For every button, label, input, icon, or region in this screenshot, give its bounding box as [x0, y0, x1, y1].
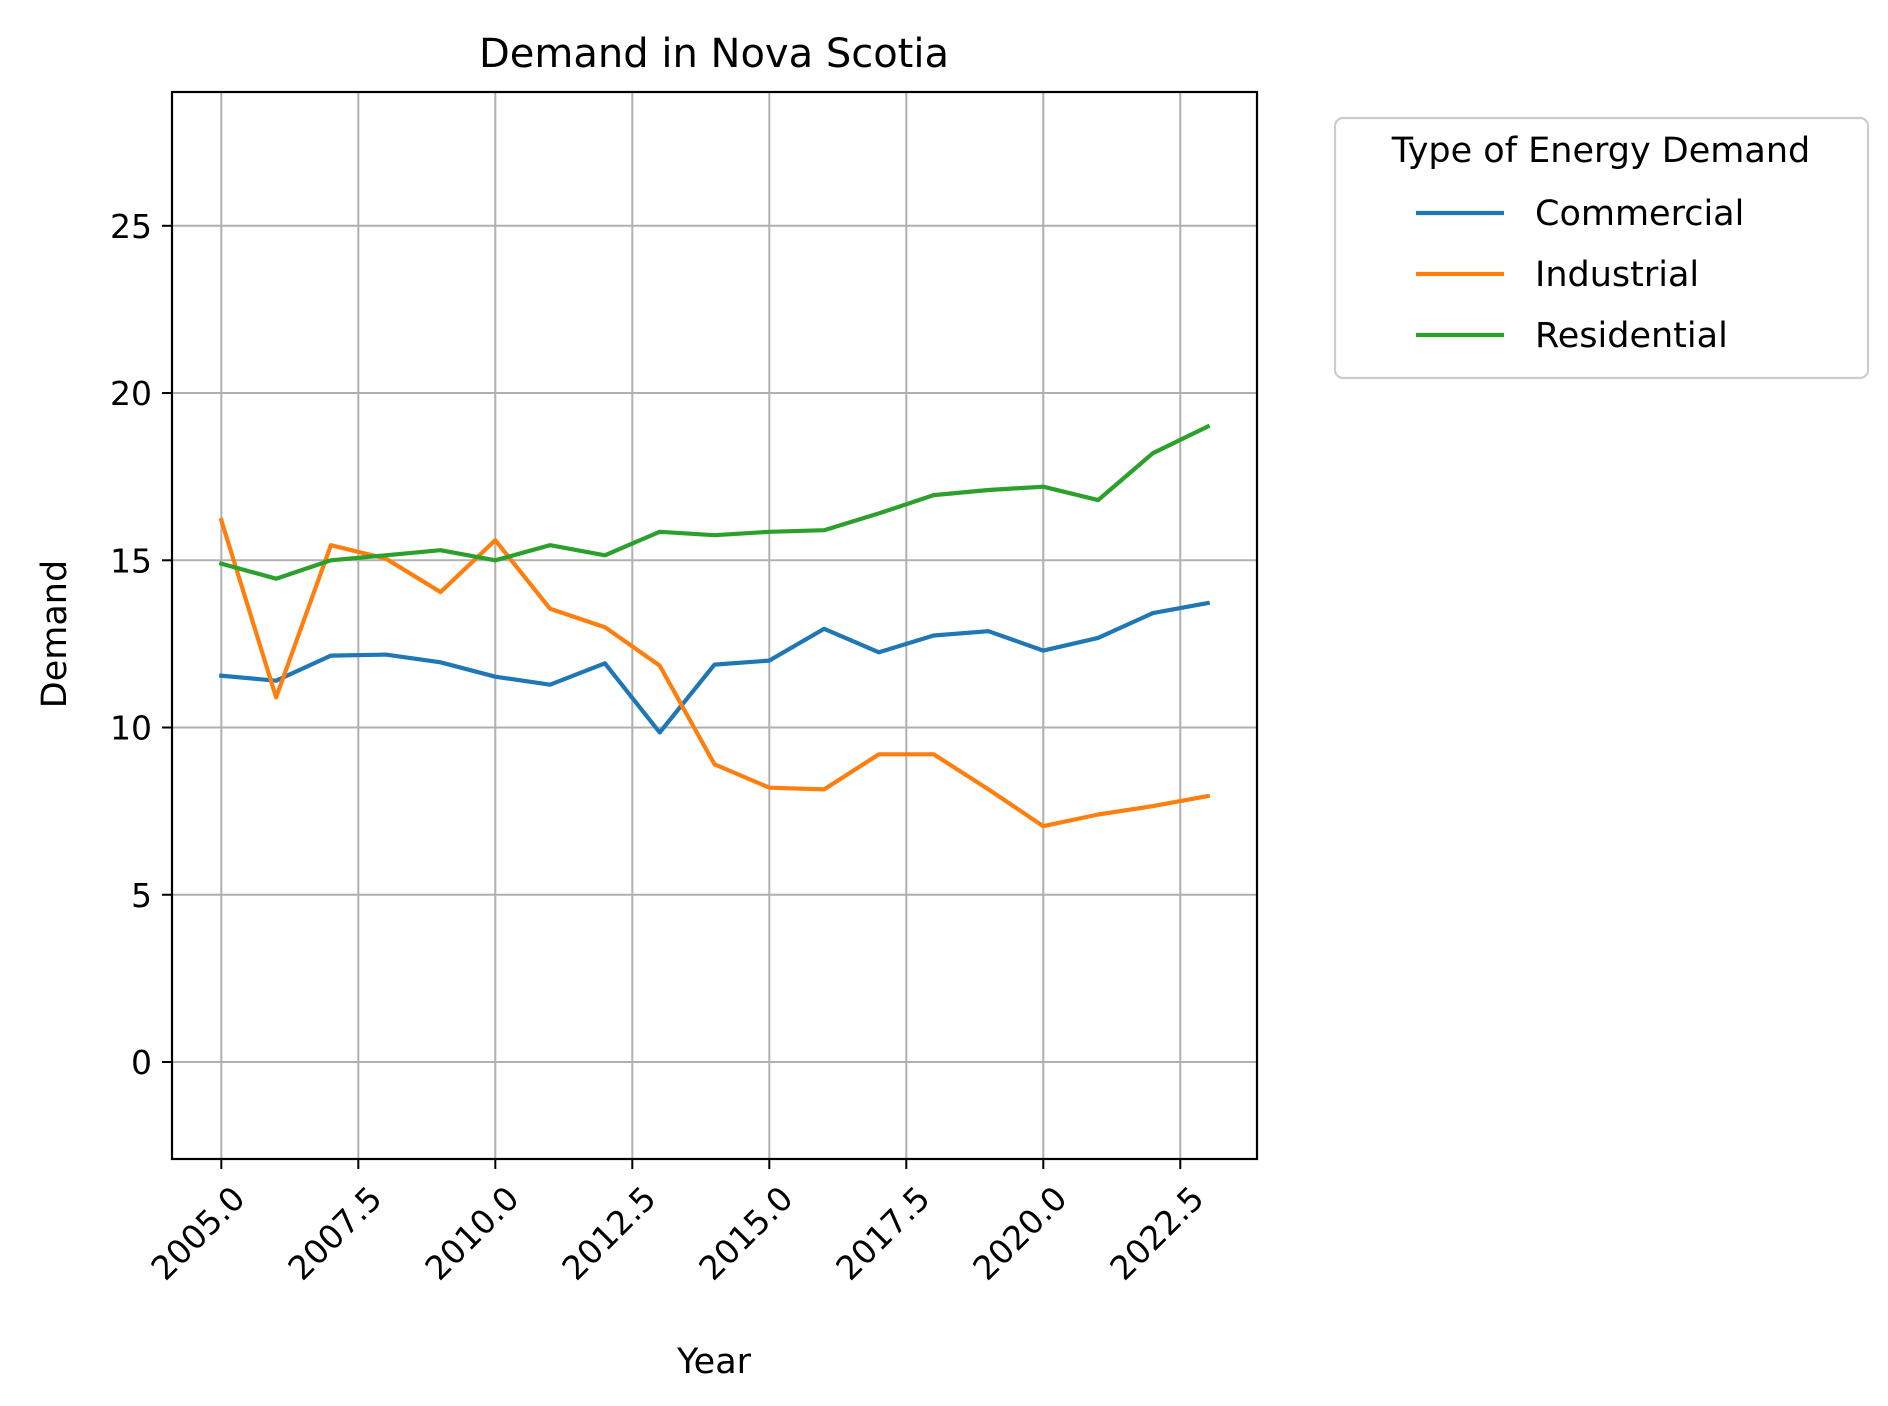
grid-lines	[172, 92, 1257, 1159]
y-axis: 0 5 10 15 20 25	[110, 207, 172, 1082]
y-tick-label: 5	[131, 876, 152, 915]
series-lines	[218, 423, 1211, 829]
y-tick-label: 15	[110, 541, 152, 580]
legend-title: Type of Energy Demand	[1391, 131, 1810, 171]
x-axis-label: Year	[676, 1342, 752, 1382]
legend: Type of Energy Demand Commercial Industri…	[1333, 116, 1870, 380]
y-tick-label: 25	[110, 207, 152, 246]
chart-title: Demand in Nova Scotia	[479, 31, 949, 77]
legend-box	[1333, 116, 1870, 380]
series-line-commercial	[219, 600, 1211, 735]
y-tick-label: 10	[110, 709, 152, 748]
y-axis-label: Demand	[35, 560, 75, 708]
legend-label-commercial: Commercial	[1535, 194, 1744, 234]
series-line-residential	[218, 423, 1211, 581]
y-tick-label: 20	[110, 374, 152, 413]
series-line-industrial	[218, 517, 1211, 829]
legend-label-residential: Residential	[1535, 316, 1728, 356]
plot-frame	[170, 90, 1259, 1161]
legend-entries: Commercial Industrial Residential	[1416, 194, 1744, 356]
legend-label-industrial: Industrial	[1535, 255, 1699, 295]
y-tick-label: 0	[131, 1043, 152, 1082]
